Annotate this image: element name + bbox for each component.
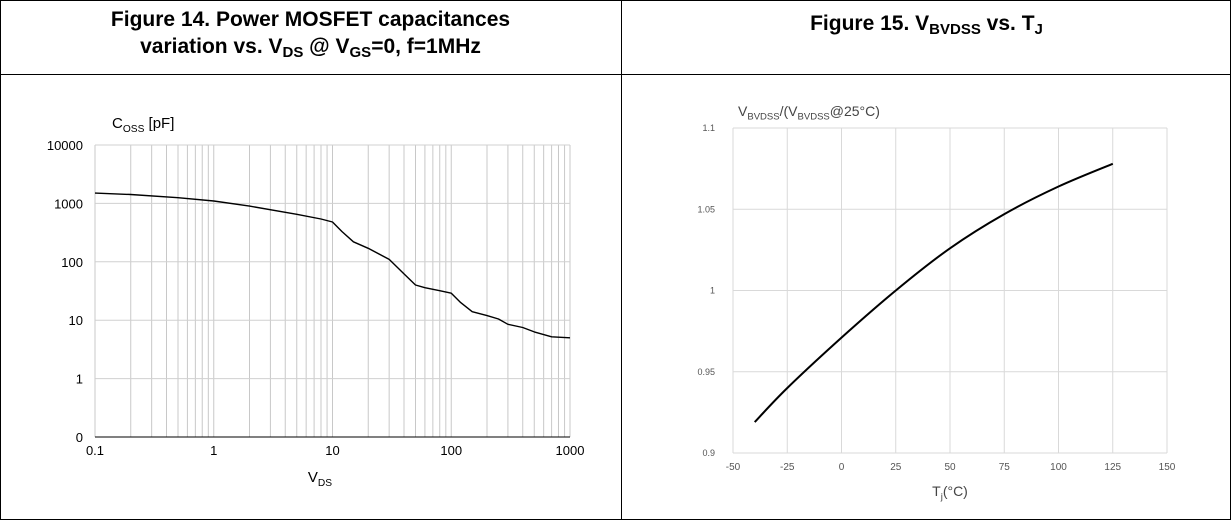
bvdss-y-tick-label: 1 (710, 286, 715, 296)
figure14-title-part: variation vs. V (140, 35, 283, 58)
coss-x-axis-title-part: V (308, 469, 318, 486)
coss-y-axis-title: COSS [pF] (112, 115, 174, 135)
coss-x-tick-label: 0.1 (86, 443, 104, 458)
coss-x-tick-label: 1 (210, 443, 217, 458)
coss-x-tick-label: 1000 (556, 443, 585, 458)
bvdss-x-tick-label: 25 (890, 462, 902, 473)
coss-x-tick-label: 100 (440, 443, 462, 458)
coss-chart: 0 1 10 100 1000 10000 0.1 1 10 100 1000 COSS [pF] VD… (47, 115, 585, 489)
coss-x-tick-label: 10 (325, 443, 339, 458)
coss-y-tick-label: 1 (76, 372, 83, 387)
coss-y-axis-title-part: C (112, 115, 123, 132)
bvdss-y-axis-title-part: /(V (780, 103, 799, 119)
figure14-title-line1: Figure 14. Power MOSFET capacitances (110, 8, 511, 31)
bvdss-x-axis-title-part: j (940, 492, 943, 503)
bvdss-y-tick-label: 0.95 (697, 367, 715, 377)
coss-y-axis-title-part: OSS (123, 124, 145, 135)
bvdss-y-axis-title-part: BVDSS (798, 112, 830, 123)
bvdss-y-axis-title-part: BVDSS (747, 112, 779, 123)
figure14-title-sub1: DS (282, 44, 304, 61)
coss-y-tick-label: 10000 (47, 138, 83, 153)
coss-x-axis-title: VDS (308, 469, 332, 489)
coss-y-tick-label: 100 (61, 255, 83, 270)
header-divider (0, 74, 1231, 75)
figure15-title-sub2: J (1034, 21, 1043, 38)
figure15-title-mid: vs. T (980, 12, 1035, 35)
figure14-title-mid: @ V (303, 35, 350, 58)
bvdss-y-axis-title: VBVDSS/(VBVDSS@25°C) (738, 103, 880, 123)
bvdss-y-tick-label: 1.05 (697, 204, 715, 214)
bvdss-x-tick-label: 150 (1159, 462, 1176, 473)
coss-y-axis-title-part: [pF] (144, 115, 174, 132)
bvdss-y-tick-label: 1.1 (702, 123, 715, 133)
bvdss-x-tick-label: 100 (1050, 462, 1067, 473)
bvdss-x-tick-label: 75 (999, 462, 1011, 473)
bvdss-chart: -50 -25 0 25 50 75 100 125 1500.90.9511.051.1VBV… (697, 103, 1175, 503)
bvdss-y-axis-title-part: V (738, 103, 748, 119)
figure14-title-line2: variation vs. VDS @ VGS=0, f=1MHz (140, 35, 481, 61)
figure15-title-sub1: BVDSS (929, 21, 981, 38)
bvdss-x-tick-label: -50 (726, 462, 741, 473)
figure14-title: Figure 14. Power MOSFET capacitances var… (0, 6, 621, 60)
figure14-title-suffix: =0, f=1MHz (371, 35, 481, 58)
bvdss-x-tick-label: 125 (1104, 462, 1121, 473)
bvdss-x-tick-label: 50 (944, 462, 956, 473)
coss-y-tick-label: 10 (69, 313, 83, 328)
coss-y-tick-label: 0 (76, 430, 83, 445)
bvdss-x-tick-label: -25 (780, 462, 795, 473)
figure14-title-sub2: GS (349, 44, 372, 61)
coss-y-tick-label: 1000 (54, 196, 83, 211)
column-divider (621, 0, 622, 520)
bvdss-series-line (753, 162, 1114, 423)
bvdss-x-axis-title: Tj(°C) (932, 483, 968, 503)
bvdss-y-tick-label: 0.9 (702, 448, 715, 458)
figure15-title: Figure 15. VBVDSS vs. TJ (622, 10, 1231, 37)
bvdss-x-axis-title-part: (°C) (943, 483, 968, 499)
bvdss-x-tick-label: 0 (839, 462, 845, 473)
bvdss-y-axis-title-part: @25°C) (830, 103, 880, 119)
bvdss-x-axis-title-part: T (932, 483, 941, 499)
coss-series-line (94, 192, 571, 339)
coss-x-axis-title-part: DS (318, 478, 332, 489)
figure15-title-prefix: Figure 15. V (810, 12, 930, 35)
